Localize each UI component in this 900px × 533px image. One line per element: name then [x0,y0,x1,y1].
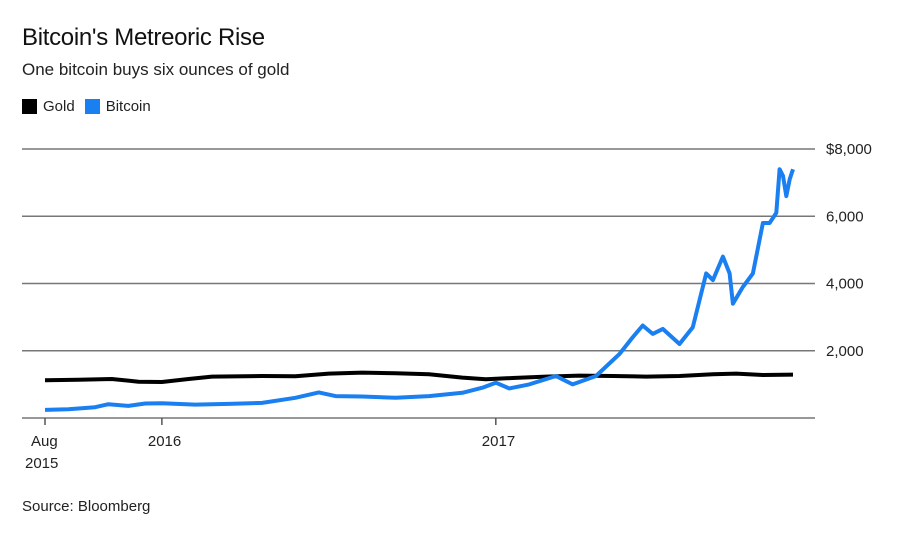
y-tick-label: $8,000 [826,141,872,158]
source-note: Source: Bloomberg [22,498,151,515]
legend-item-gold: Gold [22,98,75,115]
chart-subtitle: One bitcoin buys six ounces of gold [22,60,290,79]
legend-swatch-gold [22,99,37,114]
y-tick-label: 2,000 [826,343,864,360]
y-tick-label: 6,000 [826,208,864,225]
legend-swatch-bitcoin [84,99,100,114]
chart-title: Bitcoin's Metreoric Rise [22,24,265,51]
legend-label-gold: Gold [43,98,75,115]
x-tick-label: 2016 [148,433,181,450]
x-tick-label: Aug [31,433,58,450]
y-tick-label: 4,000 [826,276,864,293]
series-line-bitcoin [44,167,795,412]
x-tick-label: 2017 [482,433,515,450]
legend-item-bitcoin: Bitcoin [84,98,151,115]
legend: Gold Bitcoin [22,98,161,115]
series-line-gold [44,370,794,384]
legend-label-bitcoin: Bitcoin [105,98,151,115]
x-tick-label: 2015 [25,455,58,472]
